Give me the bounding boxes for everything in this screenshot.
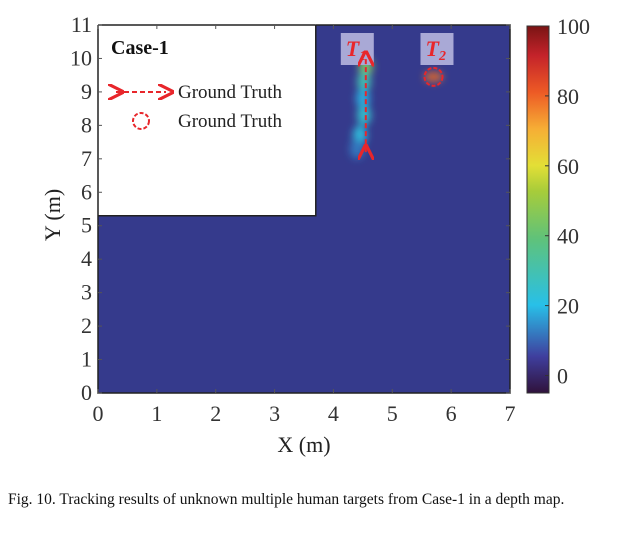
colorbar-tick-label: 40 — [557, 224, 579, 249]
colorbar-tick-label: 60 — [557, 154, 579, 179]
x-axis-label: X (m) — [277, 432, 330, 457]
x-tick-label: 4 — [328, 401, 339, 426]
x-tick-label: 6 — [446, 401, 457, 426]
figure-caption: Fig. 10. Tracking results of unknown mul… — [8, 491, 565, 508]
heatmap-figure: T1 T2 0 1 2 3 4 5 6 7 0 1 2 3 4 5 6 7 8 9 10 11 Case-1 Ground T… — [40, 12, 590, 457]
target-label-box — [420, 33, 454, 65]
legend-entry-label: Ground Truth — [178, 111, 282, 132]
y-tick-label: 4 — [81, 246, 92, 271]
target-subscript: 2 — [438, 49, 446, 64]
x-tick-label: 0 — [93, 401, 104, 426]
y-tick-label: 10 — [70, 45, 92, 70]
colorbar: 0 20 40 60 80 100 — [526, 14, 590, 394]
legend: Case-1 Ground Truth Ground Truth — [111, 37, 282, 132]
plot-area: T1 T2 0 1 2 3 4 5 6 7 0 1 2 3 4 5 6 7 8 9 10 11 Case-1 Ground T… — [70, 12, 516, 426]
target-label-1: T1 — [340, 33, 374, 65]
y-tick-label: 3 — [81, 280, 92, 305]
legend-circle-icon — [132, 112, 150, 130]
y-tick-label: 2 — [81, 313, 92, 338]
colorbar-gradient — [526, 25, 550, 394]
x-tick-label: 5 — [387, 401, 398, 426]
y-axis-label: Y (m) — [40, 189, 65, 241]
y-tick-label: 0 — [81, 380, 92, 405]
x-tick-label: 7 — [505, 401, 516, 426]
x-tick-label: 1 — [151, 401, 162, 426]
y-tick-label: 6 — [81, 179, 92, 204]
y-tick-label: 5 — [81, 213, 92, 238]
hotspot-core — [429, 73, 438, 80]
colorbar-tick-label: 20 — [557, 294, 579, 319]
hotspot — [349, 138, 364, 159]
y-tick-label: 7 — [81, 146, 92, 171]
hotspot — [357, 105, 372, 126]
x-tick-label: 3 — [269, 401, 280, 426]
x-tick-label: 2 — [210, 401, 221, 426]
y-tick-label: 9 — [81, 79, 92, 104]
legend-entry-label: Ground Truth — [178, 82, 282, 103]
colorbar-tick-label: 80 — [557, 84, 579, 109]
ground-truth-circle — [423, 66, 444, 87]
legend-title: Case-1 — [111, 37, 169, 59]
y-tick-label: 8 — [81, 112, 92, 137]
colorbar-tick-label: 0 — [557, 364, 568, 389]
y-tick-label: 1 — [81, 347, 92, 372]
target-label-2: T2 — [420, 33, 454, 65]
colorbar-tick-label: 100 — [557, 14, 590, 39]
y-tick-label: 11 — [71, 12, 92, 37]
